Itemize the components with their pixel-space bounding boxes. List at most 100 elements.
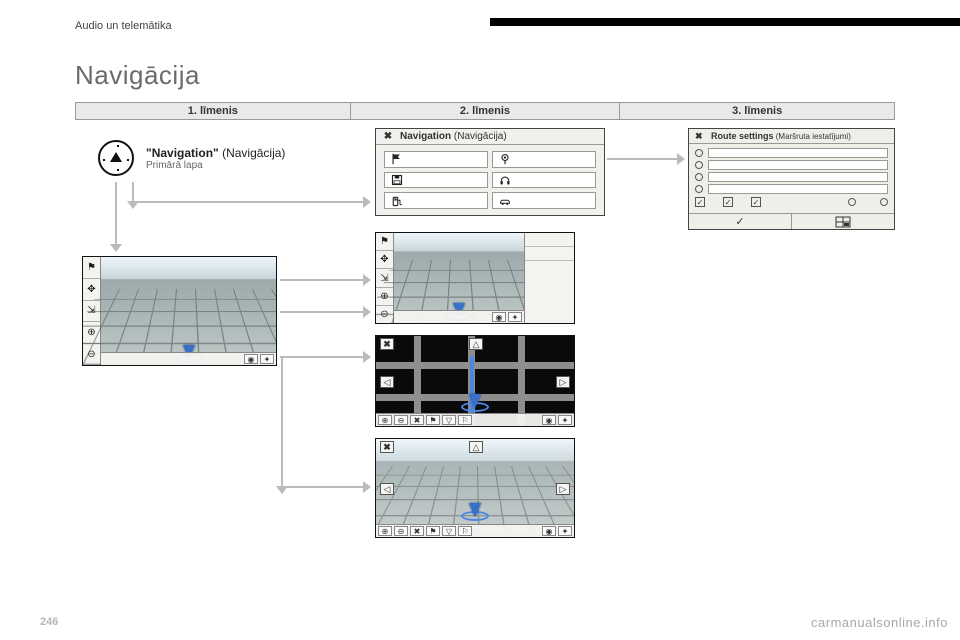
foot-flag-icon[interactable]: ⚑ [426, 415, 440, 425]
radio-icon[interactable] [695, 185, 703, 193]
foot-flag2-icon[interactable]: ⚐ [458, 526, 472, 536]
navigation-entry-text: "Navigation" (Navigācija) Primārā lapa [146, 146, 285, 171]
foot-locate-icon[interactable]: ◉ [542, 526, 556, 536]
navigation-menu-panel: ✖ Navigation (Navigācija) [375, 128, 605, 216]
map-viewport-browse[interactable]: ✖ △ ◁ ▷ [376, 439, 574, 537]
radio-icon[interactable] [695, 149, 703, 157]
foot-compass-icon[interactable]: ✦ [558, 415, 572, 425]
map-panel-primary: ⚑ ✥ ⇲ ⊕ ⊖ ◉ ✦ [82, 256, 277, 366]
menu-item-destination[interactable] [384, 151, 488, 168]
foot-compass-icon[interactable]: ✦ [260, 354, 274, 364]
map-panel-browse: ✖ △ ◁ ▷ ⊕ ⊖ ✖ ⚑ ▽ ⚐ ◉ ✦ [375, 438, 575, 538]
foot-compass-icon[interactable]: ✦ [508, 312, 522, 322]
watermark: carmanualsonline.info [811, 615, 948, 630]
close-icon[interactable]: ✖ [380, 338, 394, 350]
foot-locate-icon[interactable]: ◉ [244, 354, 258, 364]
navigation-menu-titlebar: ✖ Navigation (Navigācija) [376, 129, 604, 145]
route-option-row[interactable] [695, 183, 888, 195]
vehicle-cursor-icon [469, 394, 481, 408]
headset-icon [499, 174, 511, 186]
navigation-menu-grid [384, 151, 596, 209]
pan-left-icon[interactable]: ◁ [380, 376, 394, 388]
foot-close-icon[interactable]: ✖ [410, 415, 424, 425]
map-foot-bar: ⊕ ⊖ ✖ ⚑ ▽ ⚐ ◉ ✦ [376, 524, 574, 537]
pan-down-icon[interactable]: ▽ [442, 526, 456, 536]
option-field [708, 160, 888, 170]
close-icon[interactable]: ✖ [380, 441, 394, 453]
map-right-list[interactable] [524, 233, 574, 323]
checkbox-icon[interactable]: ✓ [723, 197, 733, 207]
checkbox-icon[interactable]: ✓ [751, 197, 761, 207]
foot-flag2-icon[interactable]: ⚐ [458, 415, 472, 425]
nav-label-paren: (Navigācija) [219, 146, 286, 160]
route-settings-titlebar: ✖ Route settings (Maršruta iestatījumi) [689, 129, 894, 144]
menu-item-route-settings[interactable] [492, 151, 596, 168]
menu-item-fuel[interactable] [384, 192, 488, 209]
foot-compass-icon[interactable]: ✦ [558, 526, 572, 536]
menu-item-traffic[interactable] [492, 192, 596, 209]
foot-locate-icon[interactable]: ◉ [492, 312, 506, 322]
map-foot-bar: ⊕ ⊖ ✖ ⚑ ▽ ⚐ ◉ ✦ [376, 413, 574, 426]
option-field [708, 172, 888, 182]
menu-item-save[interactable] [384, 172, 488, 189]
pan-up-icon[interactable]: △ [469, 338, 483, 350]
pan-down-icon[interactable]: ▽ [442, 415, 456, 425]
header-black-strip [490, 18, 960, 26]
sidebar-flag-icon[interactable]: ⚑ [376, 233, 393, 251]
page-number: 246 [40, 616, 58, 628]
pan-right-icon[interactable]: ▷ [556, 483, 570, 495]
route-option-row[interactable] [695, 159, 888, 171]
flow-connector [132, 182, 134, 201]
checkbox-icon[interactable]: ✓ [695, 197, 705, 207]
menu-item-voice[interactable] [492, 172, 596, 189]
flow-connector [281, 356, 283, 486]
foot-zoom-in-icon[interactable]: ⊕ [378, 415, 392, 425]
option-field [708, 148, 888, 158]
pan-right-icon[interactable]: ▷ [556, 376, 570, 388]
option-field [708, 184, 888, 194]
route-checkbox-row: ✓ ✓ ✓ [695, 197, 888, 207]
foot-zoom-out-icon[interactable]: ⊖ [394, 526, 408, 536]
close-icon[interactable]: ✖ [695, 131, 705, 142]
route-settings-panel: ✖ Route settings (Maršruta iestatījumi) … [688, 128, 895, 230]
compass-cursor-icon [98, 140, 134, 176]
route-option-row[interactable] [695, 147, 888, 159]
foot-zoom-in-icon[interactable]: ⊕ [378, 526, 392, 536]
radio-icon[interactable] [695, 161, 703, 169]
col-1-header: 1. līmenis [76, 103, 351, 120]
settings-title-paren: (Maršruta iestatījumi) [774, 132, 851, 141]
page-title: Navigācija [75, 60, 200, 91]
radio-icon[interactable] [880, 198, 888, 206]
flow-arrow-icon [281, 486, 363, 488]
nav-menu-title-bold: Navigation [400, 131, 451, 142]
nav-label-bold: "Navigation" [146, 146, 219, 160]
level-header-table: 1. līmenis 2. līmenis 3. līmenis [75, 102, 895, 120]
pan-up-icon[interactable]: △ [469, 441, 483, 453]
radio-icon[interactable] [848, 198, 856, 206]
flow-arrow-icon [133, 201, 363, 203]
page: Audio un telemātika Navigācija 1. līmeni… [0, 0, 960, 640]
foot-locate-icon[interactable]: ◉ [542, 415, 556, 425]
map-viewport[interactable] [101, 257, 276, 365]
fuel-icon [391, 195, 403, 207]
foot-flag-icon[interactable]: ⚑ [426, 526, 440, 536]
gear-pin-icon [499, 153, 511, 165]
grid-icon [835, 216, 851, 228]
sidebar-flag-icon[interactable]: ⚑ [83, 257, 100, 279]
close-icon[interactable]: ✖ [382, 131, 394, 142]
flow-arrow-icon [280, 311, 363, 313]
radio-icon[interactable] [695, 173, 703, 181]
confirm-button[interactable]: ✓ [689, 214, 792, 229]
grid-view-button[interactable] [792, 214, 894, 229]
col-2-header: 2. līmenis [350, 103, 620, 120]
nav-subtitle: Primārā lapa [146, 160, 285, 171]
route-settings-footer: ✓ [689, 213, 894, 229]
col-3-header: 3. līmenis [620, 103, 895, 120]
foot-close-icon[interactable]: ✖ [410, 526, 424, 536]
foot-zoom-out-icon[interactable]: ⊖ [394, 415, 408, 425]
map-panel-with-list: ⚑ ✥ ⇲ ⊕ ⊖ ◉ ✦ [375, 232, 575, 324]
flag-icon [391, 153, 403, 165]
vehicle-cursor-icon [469, 503, 481, 517]
route-option-row[interactable] [695, 171, 888, 183]
pan-left-icon[interactable]: ◁ [380, 483, 394, 495]
